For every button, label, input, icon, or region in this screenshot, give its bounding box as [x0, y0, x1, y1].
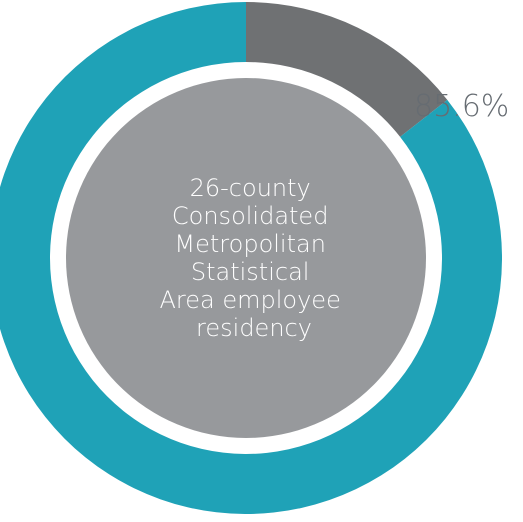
donut-ring	[0, 2, 502, 514]
center-line: Metropolitan	[174, 230, 326, 258]
center-line: 26-county	[190, 174, 311, 202]
donut-slice-remainder	[246, 2, 448, 137]
data-label-primary: 85.6%	[414, 89, 509, 124]
center-line: residency	[196, 314, 312, 342]
center-label: 26-county Consolidated Metropolitan Stat…	[160, 174, 349, 342]
center-line: Consolidated	[172, 202, 329, 230]
center-line: Statistical	[191, 258, 310, 286]
center-disc	[66, 78, 426, 438]
center-line: Area employee	[160, 286, 341, 314]
